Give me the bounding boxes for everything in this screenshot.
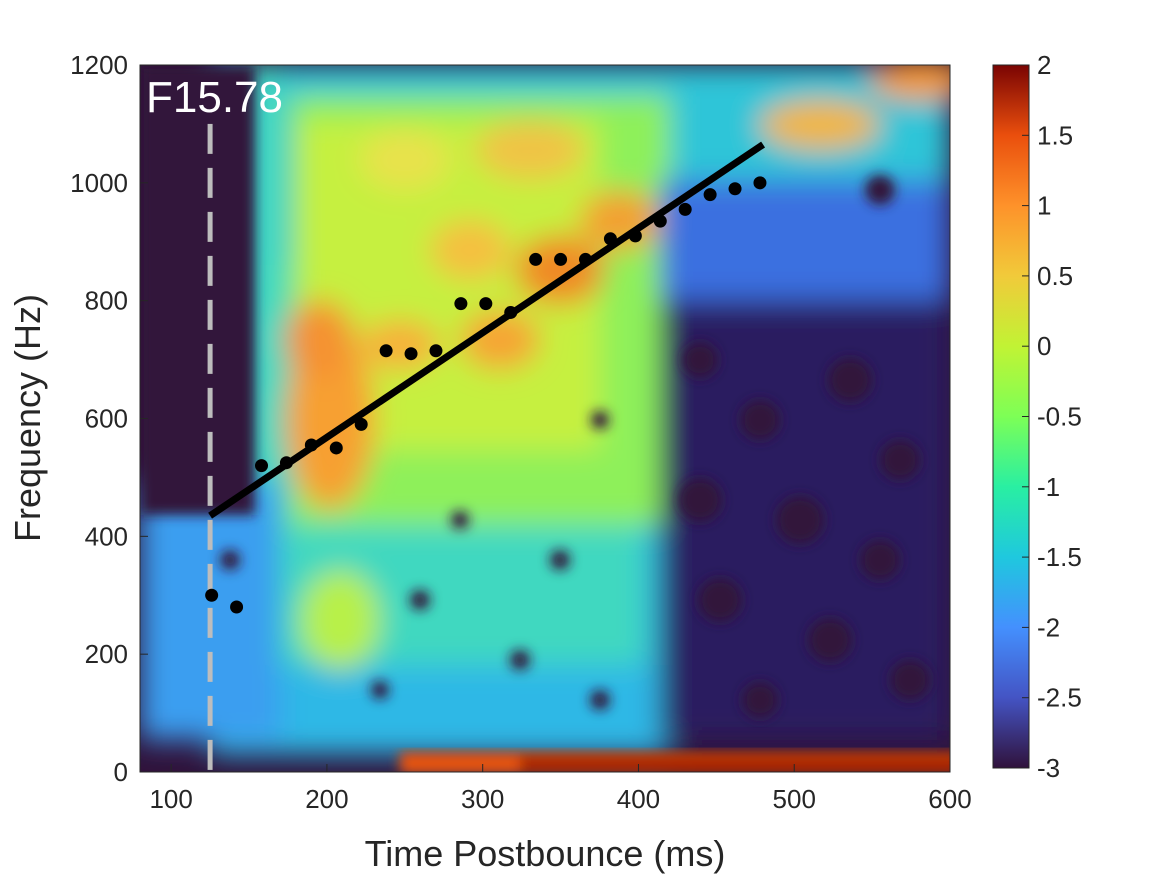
- peak-frequency-point: [255, 459, 268, 473]
- peak-frequency-point: [354, 417, 368, 431]
- peak-frequency-point: [404, 347, 418, 361]
- peak-frequency-point: [329, 441, 343, 455]
- peak-frequency-point: [728, 182, 742, 196]
- colorbar-tick-label: -0.5: [1037, 402, 1082, 432]
- peak-frequency-point: [479, 297, 493, 311]
- x-tick-label: 400: [617, 784, 660, 814]
- y-tick-label: 1200: [70, 50, 128, 80]
- x-tick-label: 200: [305, 784, 348, 814]
- peak-frequency-point: [554, 252, 568, 266]
- colorbar-tick-label: 2: [1037, 50, 1051, 80]
- colorbar-tick-label: -1: [1037, 472, 1060, 502]
- y-tick-label: 1000: [70, 168, 128, 198]
- peak-frequency-point: [603, 232, 617, 246]
- colorbar-tick-label: -2.5: [1037, 683, 1082, 713]
- peak-frequency-point: [678, 202, 692, 216]
- peak-frequency-point: [703, 188, 717, 202]
- y-tick-label: 600: [85, 404, 128, 434]
- panel-label: F15.78: [146, 73, 283, 122]
- peak-frequency-point: [628, 229, 642, 243]
- colorbar-tick-label: -3: [1037, 753, 1060, 783]
- peak-frequency-point: [529, 252, 543, 266]
- peak-frequency-point: [304, 438, 318, 452]
- colorbar-tick-label: 0: [1037, 331, 1051, 361]
- colorbar-tick-label: 1: [1037, 191, 1051, 221]
- y-tick-label: 0: [114, 757, 128, 787]
- colorbar-tick-label: -1.5: [1037, 542, 1082, 572]
- peak-frequency-point: [653, 214, 667, 228]
- peak-frequency-point: [205, 588, 219, 602]
- peak-frequency-point: [753, 176, 767, 190]
- x-tick-label: 100: [149, 784, 192, 814]
- y-tick-label: 200: [85, 639, 128, 669]
- peak-frequency-point: [230, 600, 244, 614]
- x-tick-label: 600: [928, 784, 971, 814]
- peak-frequency-point: [429, 344, 443, 358]
- peak-frequency-point: [379, 344, 393, 358]
- peak-frequency-point: [504, 305, 518, 319]
- peak-frequency-point: [579, 252, 592, 266]
- x-axis-label: Time Postbounce (ms): [365, 833, 726, 874]
- y-tick-label: 800: [85, 286, 128, 316]
- x-tick-label: 500: [773, 784, 816, 814]
- colorbar-tick-label: 1.5: [1037, 120, 1073, 150]
- y-tick-label: 400: [85, 521, 128, 551]
- colorbar-tick-label: 0.5: [1037, 261, 1073, 291]
- peak-frequency-point: [454, 297, 468, 311]
- peak-frequency-point: [279, 456, 293, 470]
- x-tick-label: 300: [461, 784, 504, 814]
- spectrogram-heatmap: [140, 65, 950, 772]
- y-axis-label: Frequency (Hz): [7, 294, 48, 542]
- colorbar-tick-label: -2: [1037, 612, 1060, 642]
- linear-fit-line: [208, 141, 766, 519]
